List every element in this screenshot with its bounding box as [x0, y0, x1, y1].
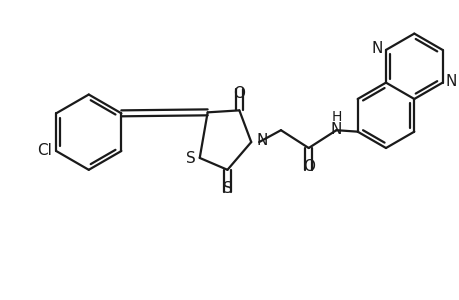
Text: O: O — [233, 85, 245, 100]
Text: H: H — [330, 110, 341, 124]
Text: O: O — [302, 159, 314, 174]
Text: N: N — [330, 122, 341, 137]
Text: S: S — [185, 152, 196, 166]
Text: Cl: Cl — [37, 143, 52, 158]
Text: S: S — [222, 181, 232, 196]
Text: N: N — [371, 41, 382, 56]
Text: N: N — [445, 74, 456, 89]
Text: N: N — [256, 133, 267, 148]
